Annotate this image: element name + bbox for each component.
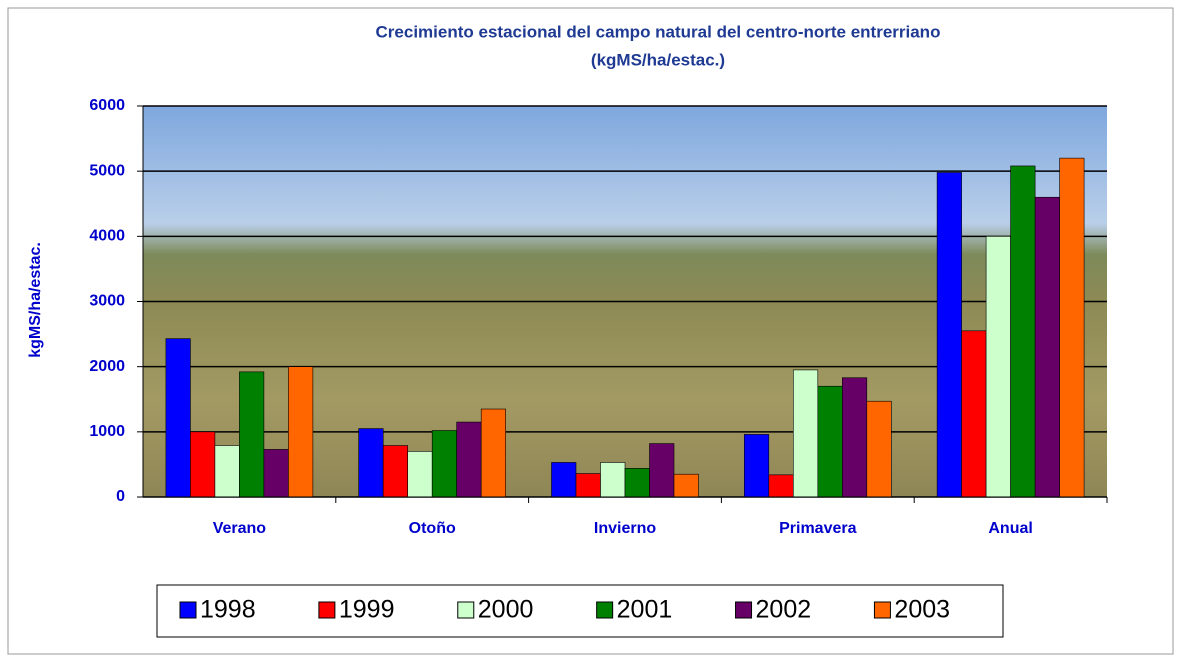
bar — [457, 422, 482, 497]
bar — [552, 462, 577, 497]
legend-swatch — [874, 602, 890, 618]
y-tick-label: 2000 — [89, 358, 125, 375]
bar — [769, 475, 794, 497]
legend-swatch — [736, 602, 752, 618]
bar — [432, 431, 457, 497]
bar — [842, 378, 867, 497]
bar — [937, 172, 962, 497]
y-tick-label: 1000 — [89, 423, 125, 440]
legend-label: 2003 — [894, 596, 950, 624]
y-axis-label: kgMS/ha/estac. — [27, 242, 44, 358]
bar — [962, 331, 987, 497]
x-tick-label: Invierno — [594, 520, 656, 537]
bar — [481, 409, 506, 497]
x-tick-label: Anual — [988, 520, 1032, 537]
bar — [1035, 197, 1060, 497]
y-tick-label: 5000 — [89, 162, 125, 179]
legend-swatch — [597, 602, 613, 618]
chart-subtitle: (kgMS/ha/estac.) — [591, 50, 725, 69]
bar — [359, 429, 384, 497]
bar — [239, 372, 264, 497]
bar — [986, 236, 1011, 497]
legend-label: 2000 — [478, 596, 534, 624]
bar — [601, 462, 626, 497]
legend-swatch — [458, 602, 474, 618]
legend-label: 1999 — [339, 596, 395, 624]
legend-label: 2001 — [617, 596, 673, 624]
bar — [264, 449, 289, 497]
bar — [650, 444, 675, 497]
y-tick-label: 0 — [116, 488, 125, 505]
x-tick-label: Verano — [213, 520, 267, 537]
legend-swatch — [319, 602, 335, 618]
bar — [625, 468, 650, 497]
chart: Crecimiento estacional del campo natural… — [0, 0, 1181, 655]
bar — [190, 432, 215, 497]
y-tick-label: 6000 — [89, 97, 125, 114]
bar — [408, 451, 433, 497]
bar — [215, 446, 240, 497]
bar — [744, 434, 769, 497]
bar — [818, 386, 843, 497]
bar — [793, 370, 818, 497]
legend-swatch — [180, 602, 196, 618]
x-tick-label: Otoño — [409, 520, 456, 537]
bar — [1011, 166, 1036, 497]
bar — [576, 474, 601, 497]
y-tick-label: 3000 — [89, 293, 125, 310]
bar — [383, 446, 408, 497]
bar — [674, 474, 699, 497]
bar — [1060, 158, 1085, 497]
bar — [288, 367, 313, 497]
y-tick-label: 4000 — [89, 228, 125, 245]
bar — [867, 401, 892, 497]
legend-label: 1998 — [200, 596, 256, 624]
x-tick-label: Primavera — [779, 520, 856, 537]
bar — [166, 339, 191, 497]
legend-label: 2002 — [756, 596, 812, 624]
chart-title: Crecimiento estacional del campo natural… — [376, 22, 941, 41]
